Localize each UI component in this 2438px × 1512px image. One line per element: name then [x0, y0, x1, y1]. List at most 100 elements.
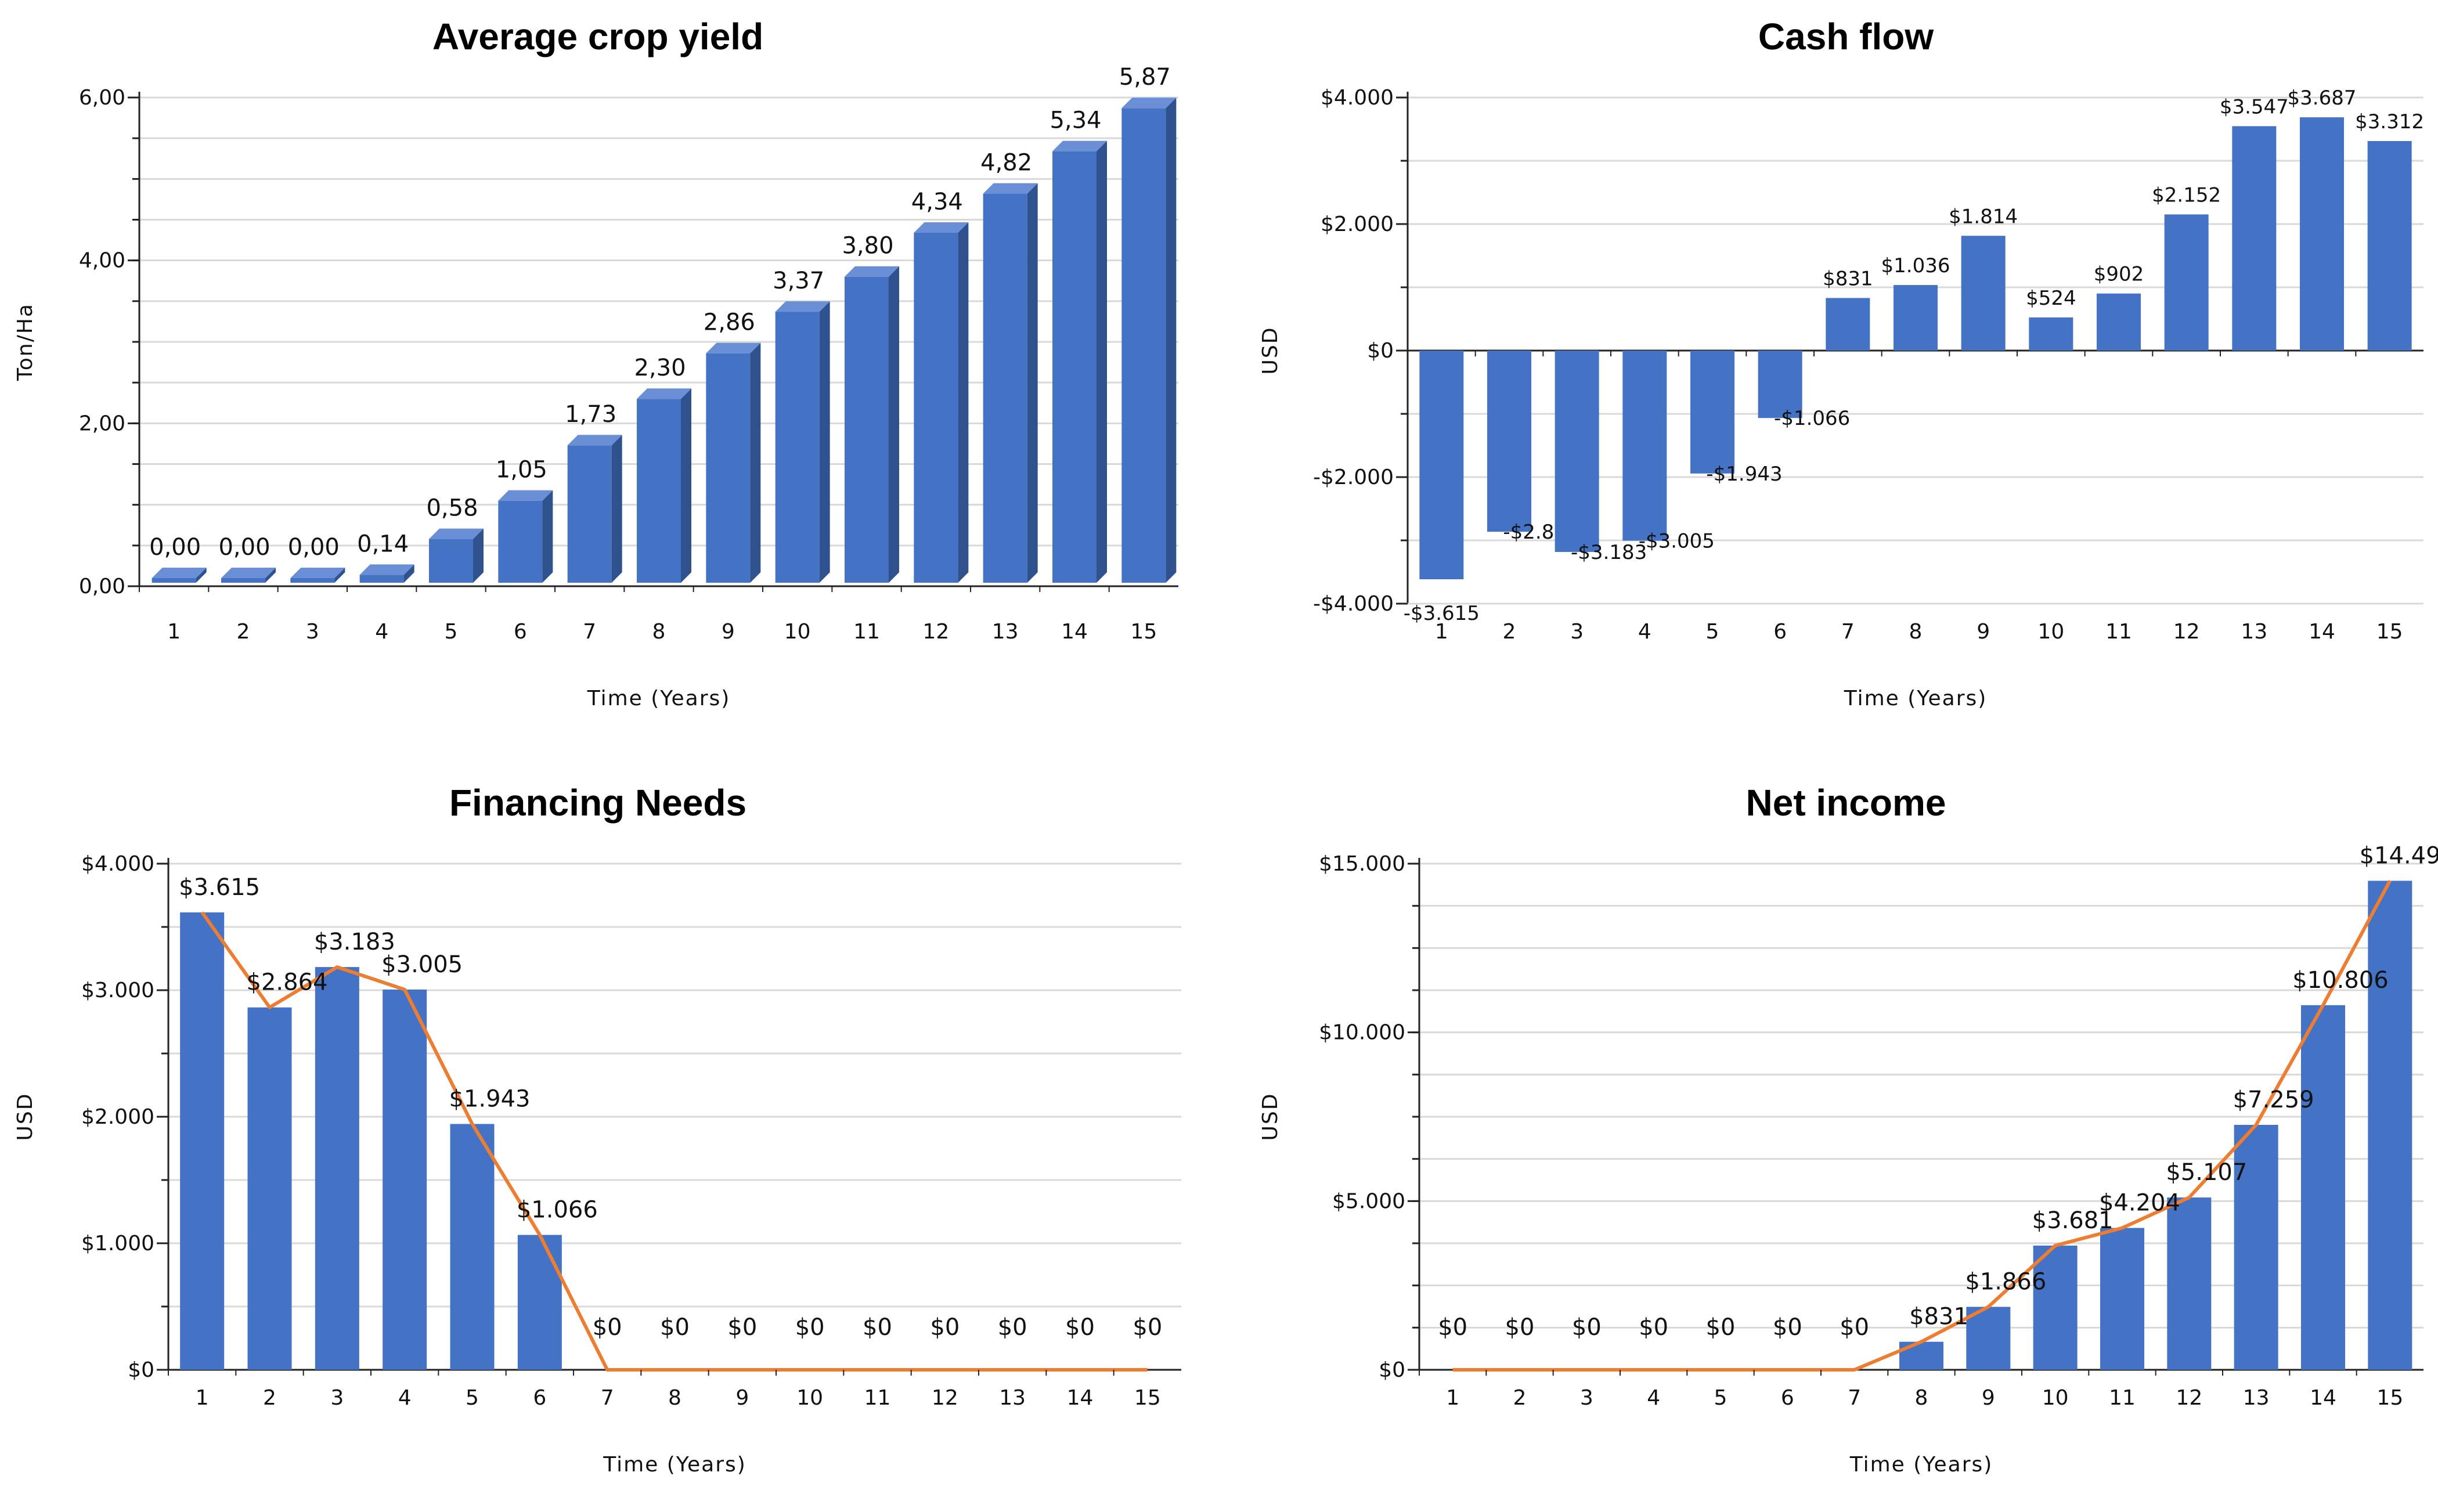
bar-side [889, 266, 899, 583]
x-tick-label: 2 [1503, 620, 1516, 644]
data-label: 3,80 [842, 233, 893, 259]
data-label: $5.107 [2166, 1159, 2247, 1186]
data-label: 1,73 [565, 401, 616, 428]
bar [429, 539, 473, 583]
data-label: -$3.615 [1404, 602, 1480, 625]
x-tick-label: 2 [263, 1386, 276, 1410]
bar [1826, 298, 1870, 351]
data-label: 0,14 [357, 531, 409, 557]
data-label: $3.687 [2288, 86, 2357, 110]
data-label: $3.615 [179, 874, 260, 901]
y-axis-label: Ton/Ha [13, 303, 37, 381]
bar [567, 445, 612, 583]
chart-title: Cash flow [1758, 16, 1934, 57]
bar [2234, 1125, 2278, 1370]
data-label: $0 [930, 1314, 960, 1341]
bar [315, 967, 359, 1370]
bar [247, 1007, 292, 1370]
bar [359, 575, 404, 583]
bar-top [706, 342, 761, 353]
x-tick-label: 5 [445, 620, 458, 644]
data-label: 3,37 [773, 268, 824, 294]
bar-top [359, 564, 414, 575]
y-tick-label: $10.000 [1319, 1021, 1405, 1045]
x-tick-label: 15 [2376, 620, 2403, 644]
x-tick-label: 12 [922, 620, 949, 644]
bar [2167, 1197, 2212, 1370]
x-tick-label: 13 [2243, 1386, 2270, 1410]
bar [180, 912, 225, 1370]
data-label: $1.036 [1881, 254, 1950, 277]
data-label: $0 [1840, 1314, 1869, 1341]
x-tick-label: 1 [167, 620, 181, 644]
bar-top [152, 568, 207, 578]
data-label: -$3.005 [1639, 530, 1715, 553]
x-tick-label: 9 [722, 620, 735, 644]
bar-side [542, 490, 553, 583]
y-axis-label: USD [13, 1093, 37, 1141]
data-label: 5,34 [1050, 107, 1101, 134]
chart-title: Average crop yield [432, 16, 763, 57]
y-tick-label: $2.000 [81, 1105, 154, 1129]
chart-svg: Financing Needs $0 $1.000 $2.000 $3.000 $4.00… [13, 782, 1181, 1477]
y-tick-label: $4.000 [1321, 86, 1394, 110]
bar [1121, 108, 1166, 583]
x-tick-label: 6 [533, 1386, 546, 1410]
bar-side [1027, 183, 1038, 583]
data-label: $1.066 [517, 1197, 598, 1224]
x-tick-label: 8 [1915, 1386, 1928, 1410]
bar [383, 989, 427, 1370]
data-label: $7.259 [2233, 1087, 2314, 1113]
y-axis-label: USD [1258, 1093, 1282, 1141]
x-tick-label: 9 [1977, 620, 1990, 644]
data-label: $0 [1572, 1314, 1602, 1341]
y-tick-label: $3.000 [81, 979, 154, 1002]
data-label: $0 [593, 1314, 622, 1341]
x-tick-label: 1 [1435, 620, 1448, 644]
y-tick-label: 2,00 [79, 412, 125, 435]
x-tick-label: 7 [1841, 620, 1855, 644]
data-label: $0 [1773, 1314, 1802, 1341]
x-tick-label: 10 [2042, 1386, 2069, 1410]
data-label: 4,82 [980, 150, 1032, 176]
bar-side [1166, 98, 1177, 583]
bar [450, 1124, 495, 1370]
x-tick-label: 4 [375, 620, 388, 644]
bar-top [983, 183, 1038, 194]
x-tick-label: 10 [796, 1386, 823, 1410]
chart-cash-flow: Cash flow -$4.000 -$2.000 $0 $2.000 $4.000 -$3… [1219, 0, 2438, 746]
chart-average-crop-yield: Average crop yield 0,00 2,00 4,00 6,00 0,00 0,… [0, 0, 1219, 746]
chart-svg: Cash flow -$4.000 -$2.000 $0 $2.000 $4.000 -$3… [1258, 16, 2424, 710]
x-tick-label: 15 [1134, 1386, 1161, 1410]
x-tick-label: 10 [784, 620, 811, 644]
x-tick-label: 8 [1909, 620, 1923, 644]
data-label: $0 [1438, 1314, 1467, 1341]
bar-side [819, 301, 830, 583]
data-label: $14.493 [2360, 842, 2438, 869]
bar-top [221, 568, 276, 578]
x-tick-label: 6 [1781, 1386, 1794, 1410]
bar-top [775, 301, 830, 312]
x-tick-label: 13 [2241, 620, 2267, 644]
x-axis-label: Time (Years) [587, 687, 731, 710]
bar-side [611, 435, 622, 583]
data-label: $4.204 [2099, 1190, 2180, 1217]
x-tick-label: 7 [583, 620, 596, 644]
data-label: $1.814 [1949, 205, 2018, 228]
y-tick-label: $2.000 [1321, 212, 1394, 236]
y-axis-label: USD [1258, 327, 1282, 375]
x-axis-label: Time (Years) [603, 1453, 746, 1477]
bar [1894, 285, 1938, 351]
bar-side [681, 388, 691, 583]
bar [1966, 1307, 2011, 1370]
bar [221, 578, 265, 583]
data-label: $3.005 [381, 951, 463, 978]
x-axis-label: Time (Years) [1849, 1453, 1993, 1477]
x-tick-label: 1 [1446, 1386, 1459, 1410]
data-label: $1.943 [449, 1085, 531, 1112]
bar-side [1097, 140, 1107, 583]
chart-title: Financing Needs [449, 782, 746, 824]
trend-line [1452, 880, 2392, 1372]
bar-top [845, 266, 899, 277]
data-label: 1,05 [496, 457, 547, 483]
